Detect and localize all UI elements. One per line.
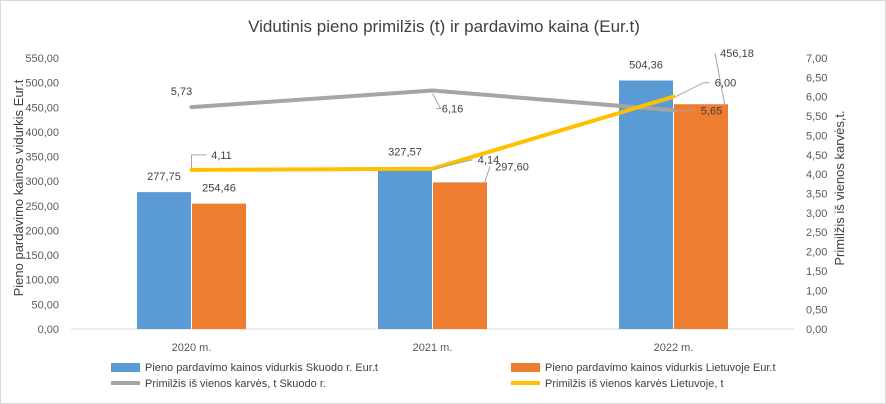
bar-data-label: 297,60 [495, 161, 529, 173]
line-data-label: 5,65 [701, 105, 722, 117]
y2-tick-label: 6,50 [806, 72, 827, 84]
y2-tick-label: 4,50 [806, 150, 827, 162]
legend-swatch [111, 363, 140, 372]
bar-data-label: 504,36 [629, 59, 663, 71]
y-tick-label: 100,00 [25, 275, 59, 287]
y-tick-label: 150,00 [25, 250, 59, 262]
y2-tick-label: 7,00 [806, 53, 827, 65]
y-tick-label: 200,00 [25, 225, 59, 237]
legend-label: Primilžis iš vienos karvės, t Skuodo r. [145, 378, 326, 390]
data-label-leader [191, 154, 207, 168]
y2-tick-label: 3,00 [806, 208, 827, 220]
x-tick-label: 2021 m. [413, 342, 453, 354]
y2-tick-label: 3,50 [806, 189, 827, 201]
data-label-leader [675, 82, 710, 98]
line-data-label: 4,14 [478, 155, 499, 167]
y2-tick-label: 4,00 [806, 169, 827, 181]
y-axis-title: Pieno pardavimo kainos vidurkis Eur.t [11, 79, 26, 296]
y2-tick-label: 5,50 [806, 111, 827, 123]
bar-data-label: 254,46 [202, 183, 236, 195]
bar [674, 104, 728, 329]
line-data-label: 6,16 [442, 104, 463, 116]
y-tick-label: 250,00 [25, 201, 59, 213]
data-label-leader [675, 109, 695, 112]
line-data-label: 5,73 [171, 86, 192, 98]
line-data-label: 4,11 [211, 150, 232, 162]
y-tick-label: 500,00 [25, 78, 59, 90]
bar-data-label: 456,18 [720, 48, 754, 60]
y2-tick-label: 1,00 [806, 285, 827, 297]
series-line [189, 94, 676, 172]
legend: Pieno pardavimo kainos vidurkis Skuodo r… [111, 362, 776, 390]
y2-tick-label: 0,50 [806, 305, 827, 317]
bar [137, 192, 191, 329]
y2-axis-title: Primilžis iš vienos karvės,t. [832, 110, 847, 265]
y2-tick-label: 2,00 [806, 247, 827, 259]
bar-data-label: 277,75 [147, 171, 181, 183]
y-tick-label: 0,00 [38, 324, 59, 336]
data-label-leader [483, 166, 491, 185]
y2-tick-label: 5,00 [806, 130, 827, 142]
bar-data-label: 327,57 [388, 147, 422, 159]
chart-title: Vidutinis pieno primilžis (t) ir pardavi… [248, 17, 640, 36]
y2-tick-label: 1,50 [806, 266, 827, 278]
x-tick-label: 2020 m. [172, 342, 212, 354]
data-label-leader [434, 159, 473, 170]
y-tick-label: 450,00 [25, 102, 59, 114]
bar [619, 80, 673, 330]
series-line [189, 88, 676, 113]
data-label-leader [432, 93, 442, 110]
plot-area: 0,00 50,00 100,00 150,00 200,00 250,00 300,00 3… [25, 48, 827, 354]
legend-label: Pieno pardavimo kainos vidurkis Skuodo r… [145, 362, 378, 374]
line-data-label: 6,00 [715, 78, 736, 90]
y-tick-label: 50,00 [31, 299, 59, 311]
legend-swatch [511, 363, 540, 372]
bar [192, 203, 246, 329]
bar [378, 167, 432, 329]
y-tick-label: 300,00 [25, 176, 59, 188]
y-tick-label: 550,00 [25, 53, 59, 65]
y2-tick-label: 6,00 [806, 92, 827, 104]
x-tick-label: 2022 m. [654, 342, 694, 354]
y2-tick-label: 0,00 [806, 324, 827, 336]
legend-label: Pieno pardavimo kainos vidurkis Lietuvoj… [545, 362, 776, 374]
y2-tick-label: 2,50 [806, 227, 827, 239]
y-tick-label: 400,00 [25, 127, 59, 139]
data-label-leader [714, 53, 726, 107]
y-tick-label: 350,00 [25, 152, 59, 164]
bar [433, 182, 487, 329]
legend-label: Primilžis iš vienos karvės Lietuvoje, t [545, 378, 724, 390]
